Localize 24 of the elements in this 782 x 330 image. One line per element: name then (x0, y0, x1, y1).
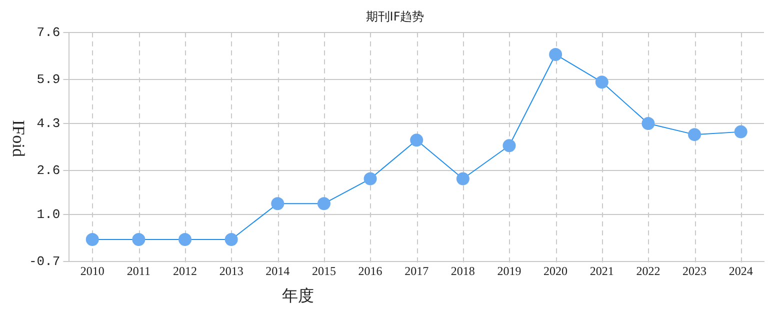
x-tick-label: 2014 (266, 264, 290, 278)
y-tick-label: -0.7 (28, 254, 60, 270)
x-tick-label: 2021 (590, 264, 614, 278)
x-tick-label: 2012 (173, 264, 198, 278)
x-tick-label: 2017 (404, 264, 429, 278)
y-tick-label: 7.6 (36, 24, 60, 40)
y-tick-label: 4.3 (36, 116, 60, 131)
chart-title: 期刊IF趋势 (366, 9, 424, 24)
x-tick-label: 2011 (126, 264, 150, 278)
x-tick-label: 2015 (312, 264, 336, 278)
x-tick-label: 2022 (636, 264, 660, 278)
x-tick-label: 2019 (497, 264, 522, 278)
x-tick-label: 2024 (728, 264, 753, 278)
x-tick-label: 2023 (682, 264, 707, 278)
y-tick-label: 1.0 (36, 207, 60, 222)
x-tick-label: 2016 (358, 264, 382, 278)
x-tick-label: 2020 (544, 264, 568, 278)
y-axis-title: IFoid (8, 118, 28, 159)
x-tick-label: 2013 (219, 264, 244, 278)
x-tick-label: 2010 (80, 264, 104, 278)
y-tick-label: 2.6 (36, 162, 60, 178)
y-tick-label: 5.9 (36, 72, 60, 87)
x-tick-label: 2018 (450, 264, 475, 278)
x-axis-title: 年度 (281, 286, 315, 307)
